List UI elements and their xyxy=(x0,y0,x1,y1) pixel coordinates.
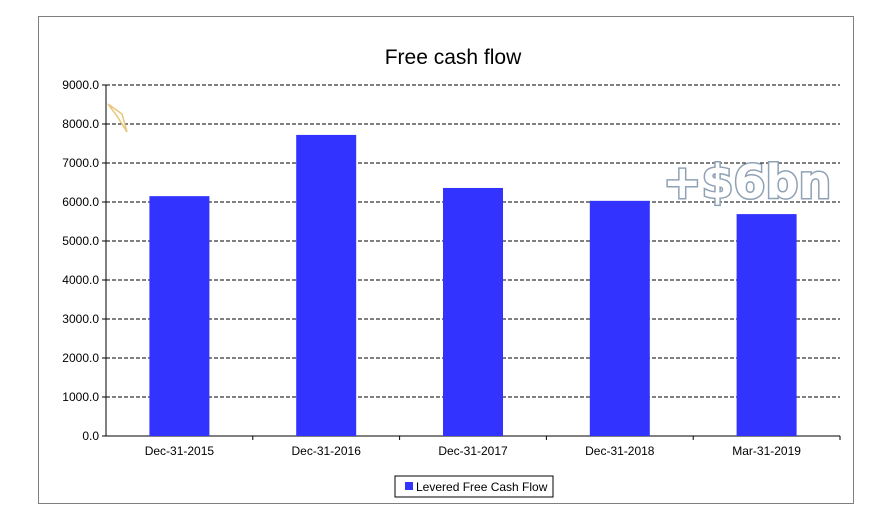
legend-box xyxy=(394,475,554,498)
y-tick-label: 0.0 xyxy=(82,429,99,443)
y-tick-label: 9000.0 xyxy=(62,78,99,92)
x-tick-label: Dec-31-2017 xyxy=(438,444,508,458)
y-tick-label: 5000.0 xyxy=(62,234,99,248)
bar xyxy=(589,200,650,436)
pencil-cursor-icon xyxy=(107,103,128,133)
y-tick-label: 8000.0 xyxy=(62,117,99,131)
annotation-label: +$6bn xyxy=(663,155,831,209)
bar xyxy=(296,134,357,437)
bar xyxy=(443,187,503,436)
x-tick-label: Dec-31-2015 xyxy=(145,444,215,458)
x-tick-label: Dec-31-2016 xyxy=(292,444,362,458)
y-tick-label: 3000.0 xyxy=(62,312,99,326)
chart-title: Free cash flow xyxy=(385,46,522,69)
bars xyxy=(149,134,797,437)
bar xyxy=(149,196,210,436)
y-tick-label: 1000.0 xyxy=(62,390,99,404)
legend-swatch xyxy=(405,482,413,490)
y-tick-label: 7000.0 xyxy=(62,156,99,170)
legend: Levered Free Cash Flow xyxy=(394,475,554,498)
tick-labels: 0.0 1000.0 2000.0 3000.0 4000.0 5000.0 6000.0 7… xyxy=(62,78,801,458)
x-tick-label: Dec-31-2018 xyxy=(585,444,655,458)
bar xyxy=(736,214,797,436)
y-tick-label: 4000.0 xyxy=(62,273,99,287)
y-tick-label: 2000.0 xyxy=(62,351,99,365)
y-tick-label: 6000.0 xyxy=(62,195,99,209)
x-tick-label: Mar-31-2019 xyxy=(732,444,801,458)
legend-label: Levered Free Cash Flow xyxy=(416,480,548,494)
